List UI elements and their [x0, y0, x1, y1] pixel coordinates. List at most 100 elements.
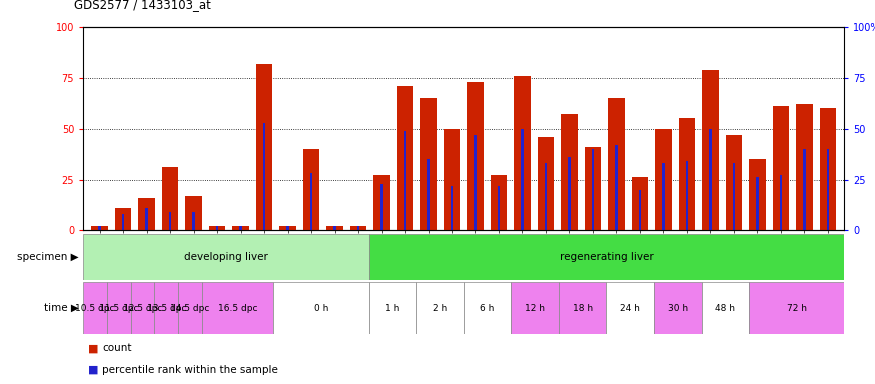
Bar [491, 175, 508, 230]
Bar [498, 185, 500, 230]
Text: ■: ■ [88, 343, 98, 354]
Bar [155, 282, 178, 334]
Bar [130, 282, 155, 334]
Bar [115, 208, 131, 230]
Text: 10.5 dpc: 10.5 dpc [75, 304, 115, 313]
Bar [202, 282, 273, 334]
Bar [178, 282, 202, 334]
Text: developing liver: developing liver [184, 252, 268, 262]
Bar [279, 226, 296, 230]
Bar [444, 129, 460, 230]
Bar [368, 282, 416, 334]
Text: percentile rank within the sample: percentile rank within the sample [102, 364, 278, 375]
Bar [568, 157, 570, 230]
Bar [239, 226, 242, 230]
Text: 12.5 dpc: 12.5 dpc [123, 304, 162, 313]
Bar [83, 282, 107, 334]
Text: specimen ▶: specimen ▶ [18, 252, 79, 262]
Bar [273, 282, 368, 334]
Bar [326, 226, 343, 230]
Text: count: count [102, 343, 132, 354]
Text: 13.5 dpc: 13.5 dpc [147, 304, 186, 313]
Bar [725, 135, 742, 230]
Text: regenerating liver: regenerating liver [560, 252, 654, 262]
Bar [107, 282, 130, 334]
Text: ■: ■ [88, 364, 98, 375]
Bar [215, 226, 219, 230]
Bar [639, 190, 641, 230]
Bar [403, 131, 406, 230]
Text: 30 h: 30 h [668, 304, 688, 313]
Bar [592, 149, 594, 230]
Bar [420, 98, 437, 230]
Bar [396, 86, 413, 230]
Bar [357, 226, 360, 230]
Bar [511, 282, 559, 334]
Bar [233, 226, 248, 230]
Bar [709, 129, 712, 230]
Bar [467, 82, 484, 230]
Bar [262, 122, 265, 230]
Bar [416, 282, 464, 334]
Text: 0 h: 0 h [314, 304, 328, 313]
Bar [169, 212, 172, 230]
Bar [91, 226, 108, 230]
Bar [679, 118, 695, 230]
Bar [615, 145, 618, 230]
Bar [310, 174, 312, 230]
Bar [83, 234, 368, 280]
Bar [780, 175, 782, 230]
Bar [820, 108, 836, 230]
Text: 18 h: 18 h [572, 304, 592, 313]
Bar [559, 282, 606, 334]
Bar [514, 76, 531, 230]
Text: 6 h: 6 h [480, 304, 494, 313]
Bar [138, 198, 155, 230]
Text: 48 h: 48 h [716, 304, 735, 313]
Text: 24 h: 24 h [620, 304, 640, 313]
Bar [827, 149, 830, 230]
Bar [380, 184, 383, 230]
Bar [544, 163, 548, 230]
Bar [303, 149, 319, 230]
Bar [333, 226, 336, 230]
Bar [464, 282, 511, 334]
Bar [209, 226, 225, 230]
Bar [350, 226, 367, 230]
Bar [451, 185, 453, 230]
Text: 2 h: 2 h [433, 304, 447, 313]
Bar [98, 226, 101, 230]
Bar [427, 159, 430, 230]
Bar [145, 208, 148, 230]
Bar [368, 234, 844, 280]
Text: 12 h: 12 h [525, 304, 545, 313]
Bar [192, 212, 195, 230]
Text: 72 h: 72 h [787, 304, 807, 313]
Bar [749, 282, 844, 334]
Text: time ▶: time ▶ [44, 303, 79, 313]
Bar [732, 163, 735, 230]
Bar [662, 163, 665, 230]
Bar [474, 135, 477, 230]
Bar [162, 167, 178, 230]
Bar [703, 70, 718, 230]
Bar [685, 161, 689, 230]
Text: 16.5 dpc: 16.5 dpc [218, 304, 257, 313]
Bar [255, 63, 272, 230]
Bar [773, 106, 789, 230]
Bar [606, 282, 654, 334]
Bar [655, 129, 672, 230]
Bar [122, 214, 124, 230]
Bar [749, 159, 766, 230]
Bar [374, 175, 389, 230]
Bar [756, 177, 759, 230]
Bar [702, 282, 749, 334]
Bar [186, 196, 202, 230]
Text: 14.5 dpc: 14.5 dpc [171, 304, 210, 313]
Bar [803, 149, 806, 230]
Text: 1 h: 1 h [385, 304, 400, 313]
Bar [608, 98, 625, 230]
Text: GDS2577 / 1433103_at: GDS2577 / 1433103_at [74, 0, 211, 12]
Bar [538, 137, 554, 230]
Bar [561, 114, 578, 230]
